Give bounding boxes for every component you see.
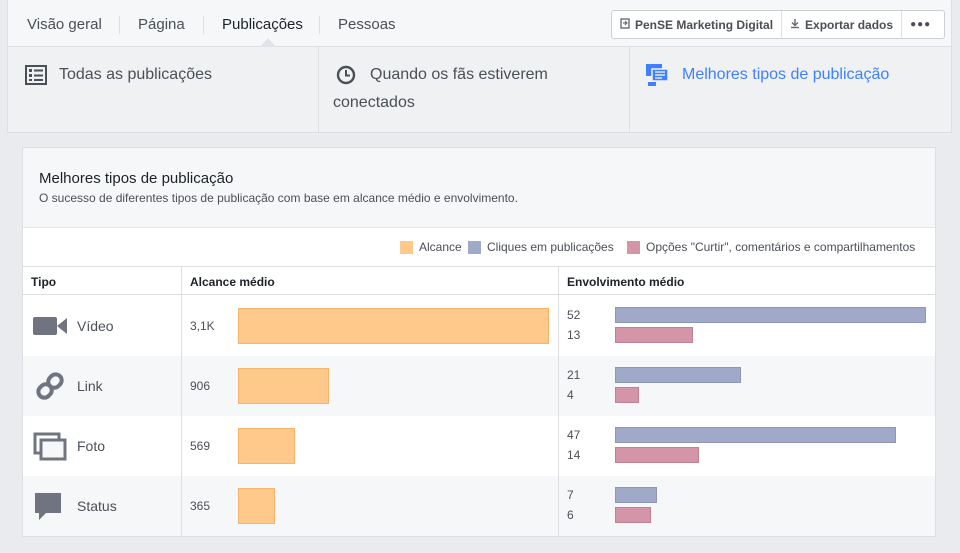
best-post-types-panel: Melhores tipos de publicação O sucesso d…: [22, 147, 936, 537]
reach-value: 906: [190, 379, 211, 393]
post-type-label: Vídeo: [77, 318, 114, 334]
column-divider: [558, 266, 559, 536]
tab-page[interactable]: Página: [138, 16, 185, 33]
table-row: Foto 569 47 14: [23, 416, 935, 476]
header-reach: Alcance médio: [190, 275, 275, 289]
reach-bar: [238, 488, 275, 524]
clicks-bar: [615, 307, 926, 323]
export-button-label: Exportar dados: [805, 17, 894, 32]
legend-reach-swatch: [400, 240, 413, 254]
table-row: Link 906 21 4: [23, 356, 935, 416]
likes-value: 13: [567, 328, 581, 342]
page-button[interactable]: PenSE Marketing Digital: [612, 11, 783, 38]
subtab-best-label: Melhores tipos de publicação: [682, 66, 890, 83]
reach-bar: [238, 308, 549, 344]
clicks-value: 47: [567, 428, 581, 442]
subtab-divider: [318, 47, 319, 132]
subtab-best-post-types[interactable]: Melhores tipos de publicação: [630, 47, 952, 132]
legend-likes-swatch: [627, 240, 640, 254]
tab-overview[interactable]: Visão geral: [27, 16, 102, 33]
panel-header: Melhores tipos de publicação O sucesso d…: [23, 148, 935, 228]
subtab-all-posts[interactable]: Todas as publicações: [8, 47, 318, 132]
legend-likes-label: Opções "Curtir", comentários e compartil…: [646, 240, 916, 254]
clicks-bar: [615, 487, 657, 503]
page-button-label: PenSE Marketing Digital: [635, 17, 774, 32]
likes-value: 4: [567, 388, 574, 402]
tab-divider: [319, 16, 320, 34]
table-row: Status 365 7 6: [23, 476, 935, 536]
subtab-when-label-cont: conectados: [333, 94, 415, 111]
tab-people[interactable]: Pessoas: [338, 16, 396, 33]
status-icon: [33, 489, 67, 523]
post-types-icon: [644, 62, 670, 93]
panel-title: Melhores tipos de publicação: [39, 170, 234, 187]
subtab-all-label: Todas as publicações: [59, 66, 212, 83]
reach-bar: [238, 368, 329, 404]
post-type-label: Status: [77, 498, 117, 514]
tab-divider: [203, 16, 204, 34]
likes-bar: [615, 447, 699, 463]
column-divider: [181, 266, 182, 536]
post-type-label: Foto: [77, 438, 106, 454]
clock-icon: [336, 65, 356, 90]
table-row: Vídeo 3,1K 52 13: [23, 296, 935, 356]
more-options-button[interactable]: ●●●: [902, 11, 939, 38]
active-tab-caret: [260, 38, 276, 47]
clicks-bar: [615, 367, 741, 383]
page-actions: PenSE Marketing Digital Exportar dados ●…: [611, 10, 945, 39]
likes-bar: [615, 327, 693, 343]
post-type-label: Link: [77, 378, 103, 394]
tab-posts[interactable]: Publicações: [222, 16, 303, 33]
subtab-divider: [629, 47, 630, 132]
page-icon: [620, 17, 630, 32]
export-button[interactable]: Exportar dados: [782, 11, 903, 38]
more-icon: ●●●: [910, 19, 932, 30]
header-type: Tipo: [31, 275, 57, 289]
likes-bar: [615, 507, 651, 523]
clicks-value: 21: [567, 368, 581, 382]
posts-subnav: Todas as publicações Quando os fãs estiv…: [7, 47, 952, 133]
tab-divider: [119, 16, 120, 34]
legend-likes[interactable]: Opções "Curtir", comentários e compartil…: [627, 240, 915, 254]
video-icon: [33, 309, 67, 343]
likes-value: 14: [567, 448, 581, 462]
table-header: Tipo Alcance médio Envolvimento médio: [23, 266, 935, 295]
top-navigation: Visão geral Página Publicações Pessoas P…: [7, 0, 952, 47]
list-icon: [25, 65, 47, 90]
reach-value: 365: [190, 499, 211, 513]
clicks-value: 7: [567, 488, 574, 502]
link-icon: [33, 369, 67, 403]
clicks-value: 52: [567, 308, 581, 322]
likes-bar: [615, 387, 639, 403]
likes-value: 6: [567, 508, 574, 522]
legend-clicks-swatch: [468, 240, 481, 254]
header-engagement: Envolvimento médio: [567, 275, 685, 289]
legend-clicks[interactable]: Cliques em publicações: [468, 240, 614, 254]
subtab-when-fans-online[interactable]: Quando os fãs estiverem conectados: [319, 47, 629, 132]
legend-clicks-label: Cliques em publicações: [487, 240, 614, 254]
panel-subtitle: O sucesso de diferentes tipos de publica…: [39, 191, 518, 205]
download-icon: [790, 18, 800, 32]
reach-value: 3,1K: [190, 319, 215, 333]
legend-reach-label: Alcance: [419, 240, 462, 254]
reach-bar: [238, 428, 295, 464]
subtab-when-label: Quando os fãs estiverem: [370, 66, 548, 83]
legend-reach[interactable]: Alcance: [400, 240, 462, 254]
clicks-bar: [615, 427, 896, 443]
chart-legend: Alcance Cliques em publicações Opções "C…: [23, 228, 935, 266]
reach-value: 569: [190, 439, 211, 453]
photo-icon: [33, 429, 67, 463]
